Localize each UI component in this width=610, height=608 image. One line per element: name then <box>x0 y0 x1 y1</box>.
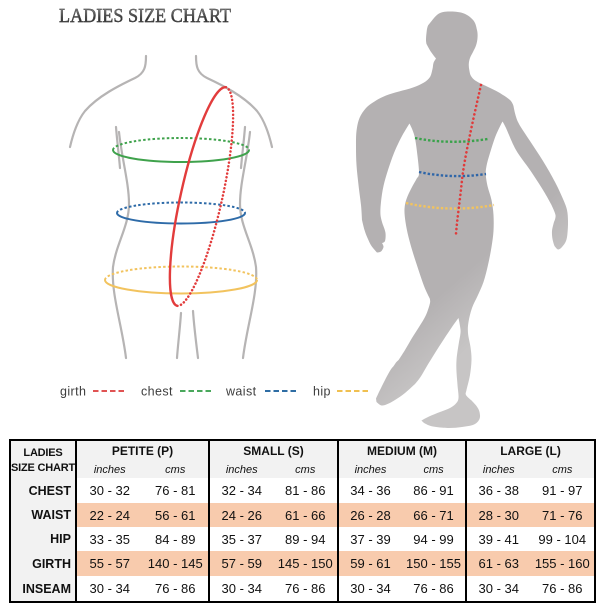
svg-text:girth: girth <box>60 385 86 399</box>
svg-text:waist: waist <box>225 385 257 399</box>
svg-text:hip: hip <box>313 385 331 399</box>
svg-text:chest: chest <box>141 385 173 399</box>
